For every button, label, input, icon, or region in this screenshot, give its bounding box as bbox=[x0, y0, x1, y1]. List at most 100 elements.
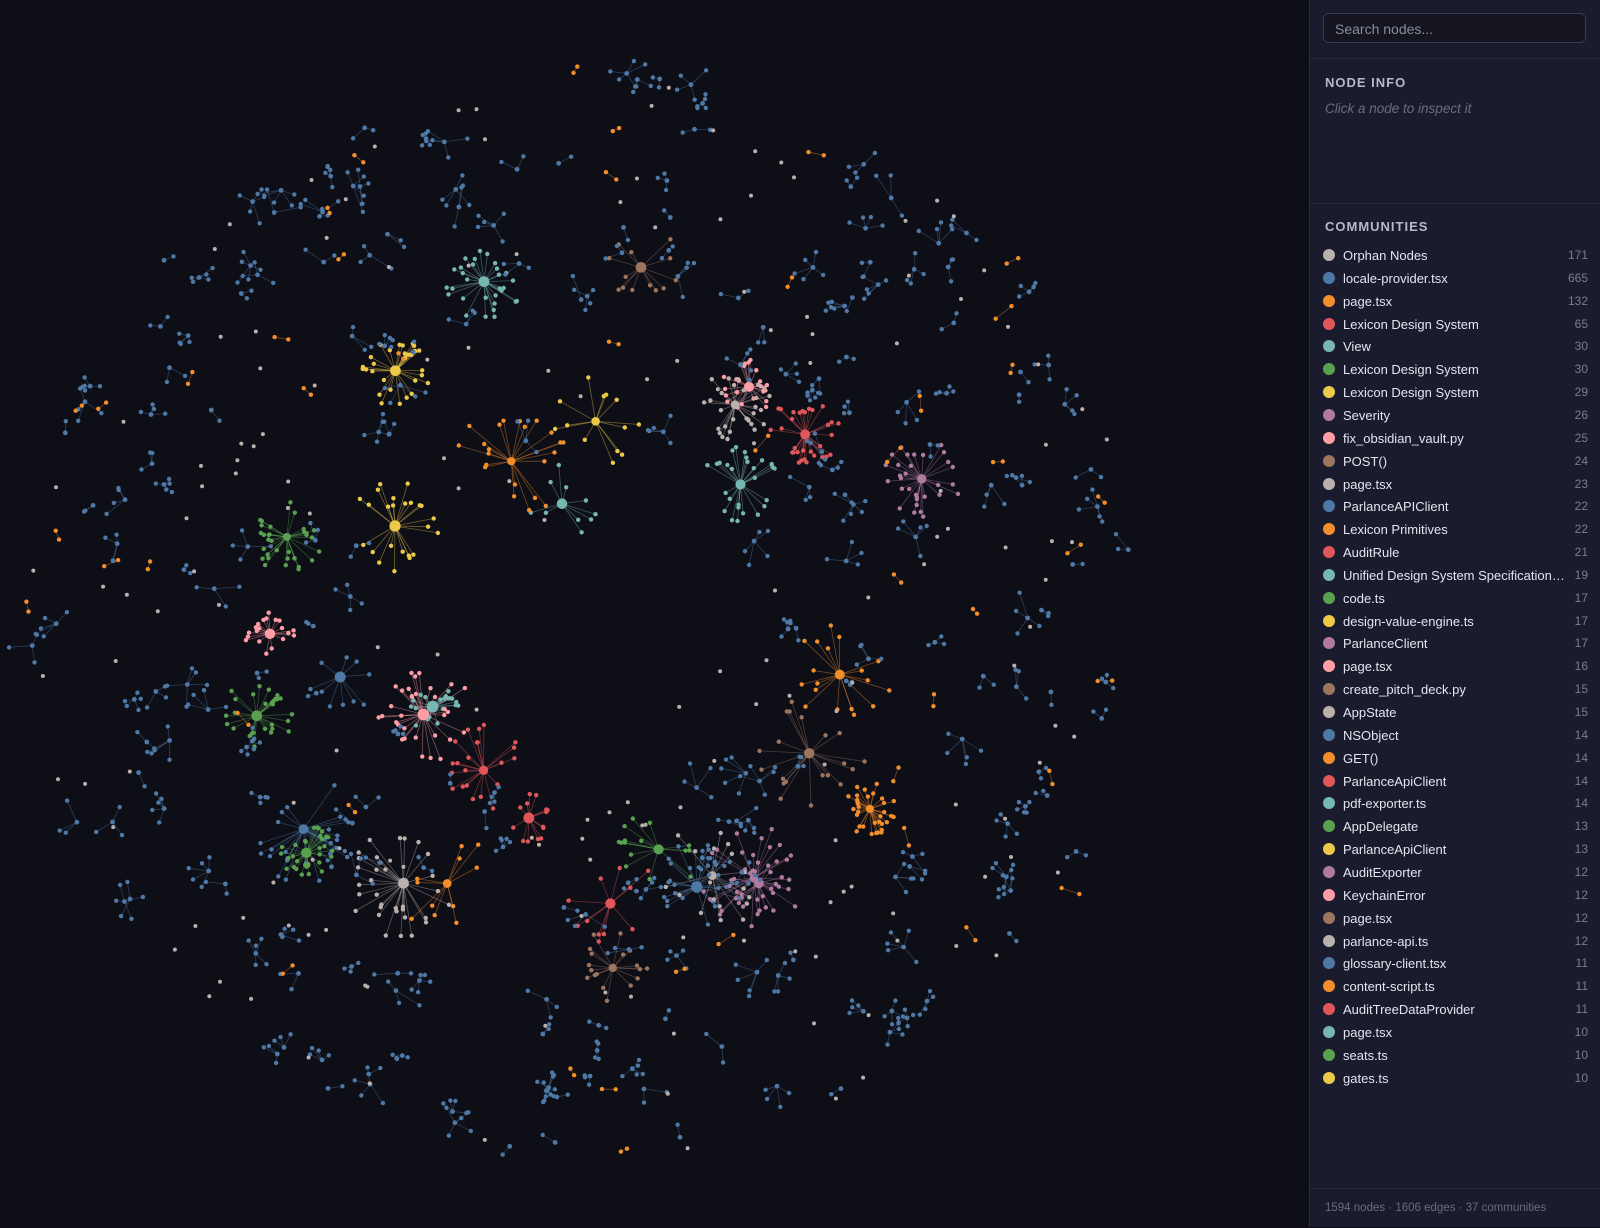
graph-node[interactable] bbox=[388, 859, 392, 863]
graph-node[interactable] bbox=[728, 497, 732, 501]
graph-node[interactable] bbox=[114, 899, 118, 903]
graph-node[interactable] bbox=[1033, 281, 1037, 285]
graph-node[interactable] bbox=[736, 296, 741, 301]
graph-node[interactable] bbox=[862, 297, 866, 301]
graph-node[interactable] bbox=[624, 275, 628, 279]
graph-node[interactable] bbox=[789, 853, 793, 857]
graph-canvas[interactable] bbox=[0, 0, 1309, 1227]
graph-node[interactable] bbox=[852, 713, 856, 717]
graph-node[interactable] bbox=[471, 309, 475, 313]
graph-node[interactable] bbox=[255, 272, 260, 277]
graph-node[interactable] bbox=[99, 411, 103, 415]
graph-node[interactable] bbox=[314, 691, 319, 696]
graph-node[interactable] bbox=[267, 611, 271, 615]
graph-node[interactable] bbox=[258, 268, 262, 272]
graph-node[interactable] bbox=[650, 104, 654, 108]
graph-node[interactable] bbox=[743, 549, 747, 553]
graph-node[interactable] bbox=[735, 519, 739, 523]
graph-node[interactable] bbox=[527, 266, 531, 270]
graph-node[interactable] bbox=[808, 361, 812, 365]
graph-node[interactable] bbox=[265, 629, 275, 639]
graph-node[interactable] bbox=[1091, 709, 1095, 713]
graph-node[interactable] bbox=[725, 463, 729, 467]
graph-node[interactable] bbox=[679, 74, 683, 78]
graph-node[interactable] bbox=[639, 896, 643, 900]
graph-node[interactable] bbox=[123, 497, 128, 502]
graph-node[interactable] bbox=[500, 838, 504, 842]
graph-node[interactable] bbox=[768, 845, 772, 849]
graph-node[interactable] bbox=[264, 616, 268, 620]
graph-node[interactable] bbox=[271, 281, 275, 285]
graph-node[interactable] bbox=[954, 311, 958, 315]
graph-node[interactable] bbox=[486, 451, 490, 455]
graph-node[interactable] bbox=[925, 999, 930, 1004]
graph-node[interactable] bbox=[190, 666, 194, 670]
graph-node[interactable] bbox=[364, 805, 369, 810]
graph-node[interactable] bbox=[1099, 716, 1104, 721]
graph-node[interactable] bbox=[615, 244, 619, 248]
graph-node[interactable] bbox=[291, 928, 295, 932]
graph-node[interactable] bbox=[792, 271, 796, 275]
graph-node[interactable] bbox=[702, 400, 706, 404]
graph-node[interactable] bbox=[467, 424, 471, 428]
graph-node[interactable] bbox=[43, 616, 47, 620]
graph-node[interactable] bbox=[994, 861, 998, 865]
graph-node[interactable] bbox=[853, 170, 857, 174]
graph-node[interactable] bbox=[269, 730, 273, 734]
graph-node[interactable] bbox=[611, 129, 615, 133]
graph-node[interactable] bbox=[258, 366, 262, 370]
graph-node[interactable] bbox=[793, 446, 797, 450]
graph-node[interactable] bbox=[515, 419, 519, 423]
graph-node[interactable] bbox=[951, 321, 956, 326]
graph-node[interactable] bbox=[809, 803, 813, 807]
graph-node[interactable] bbox=[829, 420, 833, 424]
graph-node[interactable] bbox=[409, 971, 413, 975]
graph-node[interactable] bbox=[247, 631, 251, 635]
graph-node[interactable] bbox=[476, 214, 480, 218]
graph-node[interactable] bbox=[237, 585, 241, 589]
graph-node[interactable] bbox=[681, 935, 685, 939]
graph-node[interactable] bbox=[1105, 673, 1109, 677]
graph-node[interactable] bbox=[370, 369, 374, 373]
graph-node[interactable] bbox=[722, 509, 726, 513]
graph-node[interactable] bbox=[217, 603, 221, 607]
graph-node[interactable] bbox=[191, 280, 195, 284]
graph-node[interactable] bbox=[784, 372, 789, 377]
graph-node[interactable] bbox=[241, 250, 245, 254]
graph-node[interactable] bbox=[756, 383, 760, 387]
graph-node[interactable] bbox=[1110, 678, 1114, 682]
graph-node[interactable] bbox=[269, 847, 273, 851]
graph-node[interactable] bbox=[424, 920, 428, 924]
graph-node[interactable] bbox=[388, 388, 392, 392]
graph-node[interactable] bbox=[566, 918, 570, 922]
graph-node[interactable] bbox=[720, 435, 724, 439]
graph-node[interactable] bbox=[507, 479, 511, 483]
graph-node[interactable] bbox=[688, 866, 692, 870]
graph-node[interactable] bbox=[1100, 519, 1104, 523]
graph-node[interactable] bbox=[326, 1086, 331, 1091]
graph-node[interactable] bbox=[63, 430, 68, 435]
graph-node[interactable] bbox=[291, 628, 295, 632]
graph-node[interactable] bbox=[748, 347, 752, 351]
graph-node[interactable] bbox=[351, 699, 355, 703]
graph-node[interactable] bbox=[399, 238, 403, 242]
graph-node[interactable] bbox=[165, 380, 169, 384]
graph-node[interactable] bbox=[754, 396, 758, 400]
graph-node[interactable] bbox=[262, 533, 266, 537]
graph-node[interactable] bbox=[819, 463, 823, 467]
graph-node[interactable] bbox=[459, 844, 463, 848]
graph-node[interactable] bbox=[394, 1056, 398, 1060]
graph-node[interactable] bbox=[275, 693, 279, 697]
graph-node[interactable] bbox=[773, 765, 777, 769]
graph-node[interactable] bbox=[901, 519, 905, 523]
graph-node[interactable] bbox=[366, 1072, 371, 1077]
graph-node[interactable] bbox=[259, 187, 263, 191]
graph-node[interactable] bbox=[863, 226, 868, 231]
graph-node[interactable] bbox=[405, 396, 409, 400]
graph-node[interactable] bbox=[794, 626, 799, 631]
graph-node[interactable] bbox=[409, 501, 413, 505]
graph-node[interactable] bbox=[1053, 724, 1057, 728]
graph-node[interactable] bbox=[200, 885, 204, 889]
graph-node[interactable] bbox=[457, 856, 461, 860]
